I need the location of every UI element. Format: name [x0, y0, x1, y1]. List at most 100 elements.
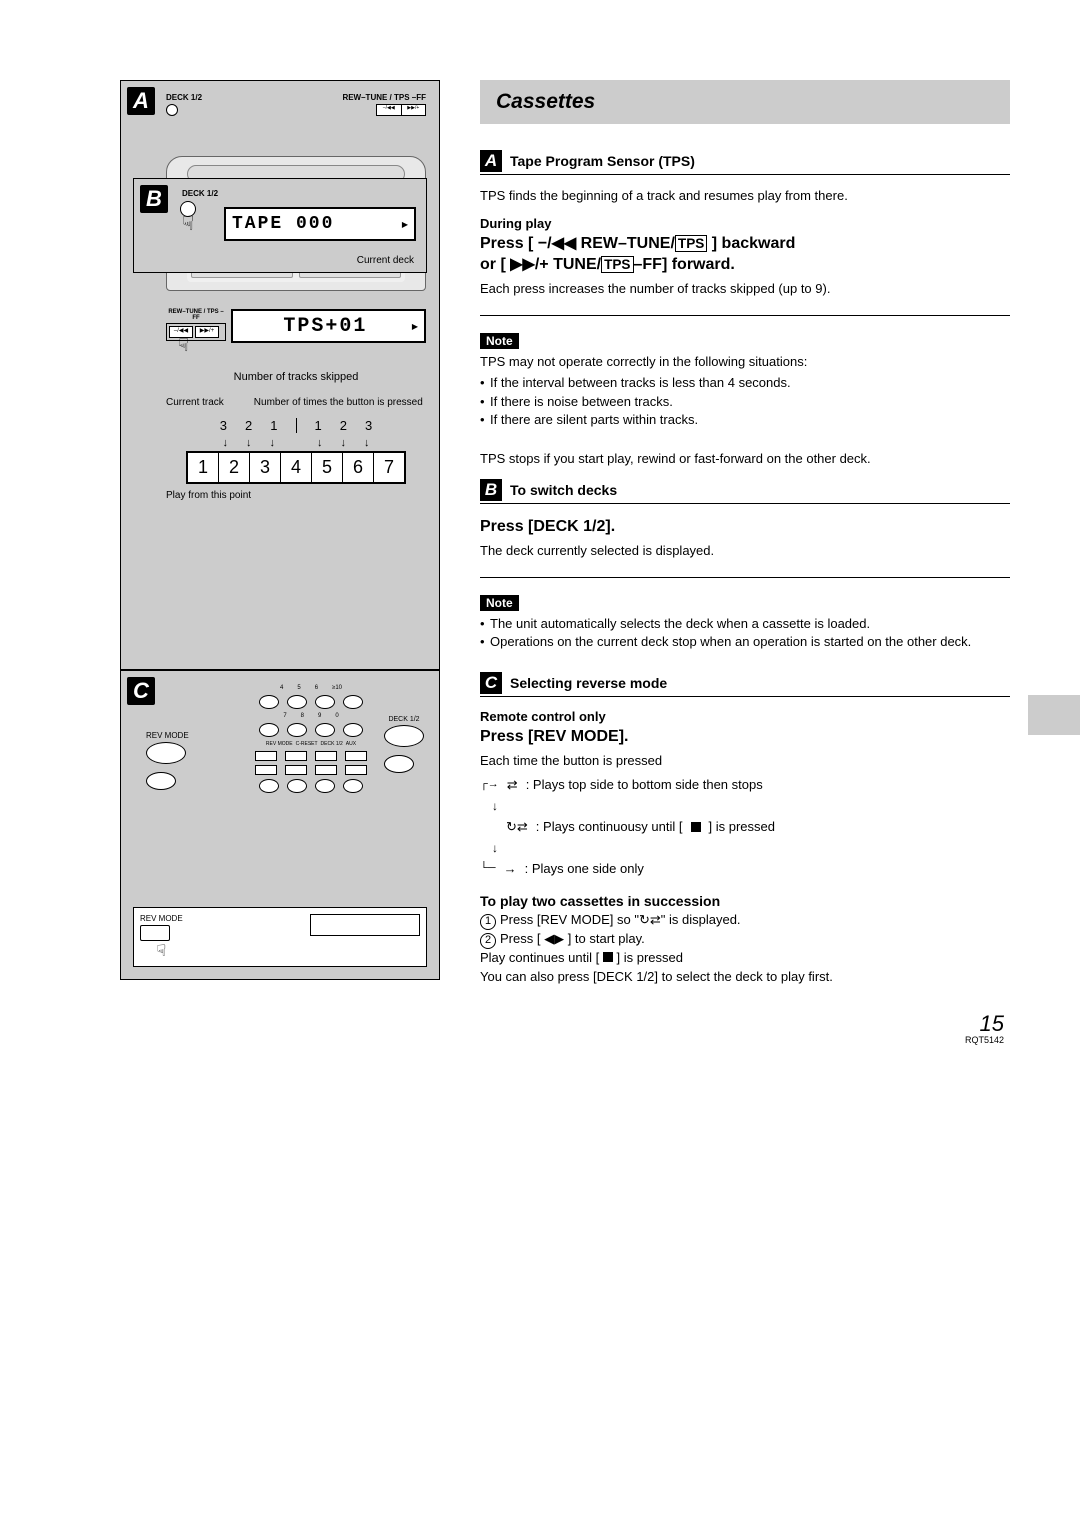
c-lower-panel: REV MODE ☟ [133, 907, 427, 967]
diagrams-column: A DECK 1/2 REW–TUNE / TPS –FF –/◀◀ ▶▶/+ [120, 80, 440, 997]
section-b-header: B To switch decks [480, 479, 1010, 504]
two-cassettes-title: To play two cassettes in succession [480, 893, 1010, 909]
small-btn-right: ▶▶/+ [402, 105, 426, 115]
mode-flow: ┌→ ⇄ : Plays top side to bottom side the… [480, 775, 1010, 880]
during-play: During play [480, 216, 1010, 231]
button-presses-caption: Number of times the button is pressed [254, 397, 423, 408]
each-time: Each time the button is pressed [480, 752, 1010, 771]
num-label: 5 [297, 685, 300, 691]
num-label: 9 [318, 713, 321, 719]
num-label: ≥10 [332, 685, 342, 691]
tnum: 3 [220, 418, 227, 433]
note-label: Note [480, 595, 519, 611]
note-tail: TPS stops if you start play, rewind or f… [480, 450, 1010, 469]
note-item: If there is noise between tracks. [480, 393, 1010, 412]
section-title: Tape Program Sensor (TPS) [510, 153, 695, 169]
section-icon: C [480, 672, 502, 694]
deck-label-b: DECK 1/2 [182, 189, 218, 198]
panel-b: B DECK 1/2 ☟ TAPE 000 ▶ Current deck [133, 178, 427, 273]
num-label: 6 [315, 685, 318, 691]
track-box: 1 [188, 453, 219, 482]
current-deck-caption: Current deck [357, 255, 414, 266]
stop-icon [603, 952, 613, 962]
track-box: 2 [219, 453, 250, 482]
page-number: 15 [980, 1011, 1004, 1037]
press-line-b: Press [DECK 1/2]. [480, 516, 1010, 538]
press-finger-icon: ☟ [178, 335, 189, 356]
note-intro: TPS may not operate correctly in the fol… [480, 353, 1010, 372]
tnum: 3 [365, 418, 372, 433]
track-box: 6 [343, 453, 374, 482]
section-icon: B [480, 479, 502, 501]
current-track-caption: Current track [166, 397, 224, 408]
edge-tab [1028, 695, 1080, 735]
mode-icon-one-side: → [504, 859, 517, 880]
tnum: 2 [245, 418, 252, 433]
section-a-intro: TPS finds the beginning of a track and r… [480, 187, 1010, 206]
section-c-header: C Selecting reverse mode [480, 672, 1010, 697]
press-finger-icon: ☟ [182, 211, 194, 236]
press-line-c: Press [REV MODE]. [480, 726, 1010, 748]
text-column: Cassettes A Tape Program Sensor (TPS) TP… [480, 80, 1010, 997]
note-item: The unit automatically selects the deck … [480, 615, 1010, 634]
panel-letter-b: B [140, 185, 168, 213]
ff-btn: ▶▶/+ [195, 326, 219, 338]
lcd-display-c [310, 914, 420, 936]
deck-circle-icon [166, 104, 178, 116]
note-label: Note [480, 333, 519, 349]
panel-letter-c: C [127, 677, 155, 705]
rev-mode-btn-icon [140, 925, 170, 941]
lcd-text-b: TAPE 000 [232, 214, 334, 234]
track-box: 4 [281, 453, 312, 482]
btn-label: AUX [346, 741, 356, 747]
press-instructions-a: Press [ −/◀◀ REW–TUNE/TPS ] backward or … [480, 233, 1010, 276]
lcd-display-a: TPS+01 ▶ [231, 309, 426, 343]
section-a-header: A Tape Program Sensor (TPS) [480, 150, 1010, 175]
tune-label: REW–TUNE / TPS –FF [342, 93, 426, 102]
mode-icon-both-stop: ⇄ [507, 775, 518, 796]
track-boxes: 1 2 3 4 5 6 7 [186, 451, 406, 484]
mode-icon-continuous: ↻⇄ [639, 911, 661, 930]
btn-label: REV MODE [266, 741, 293, 747]
rev-mode-btn-icon [146, 742, 186, 764]
deck-label: DECK 1/2 [166, 93, 202, 102]
desc-b: The deck currently selected is displayed… [480, 542, 1010, 561]
small-btn-left: –/◀◀ [377, 105, 402, 115]
two-cassettes-steps: 1Press [REV MODE] so "↻⇄" is displayed. … [480, 911, 1010, 987]
tracks-skipped-caption: Number of tracks skipped [166, 371, 426, 383]
play-from-caption: Play from this point [166, 490, 426, 501]
num-label: 7 [283, 713, 286, 719]
rev-mode-label: REV MODE [140, 914, 183, 923]
step-num: 1 [480, 914, 496, 930]
track-box: 3 [250, 453, 281, 482]
press-finger-icon: ☟ [156, 943, 166, 960]
btn-label: C-RESET [296, 741, 318, 747]
tnum: 2 [340, 418, 347, 433]
panel-letter-a: A [127, 87, 155, 115]
panel-a: A DECK 1/2 REW–TUNE / TPS –FF –/◀◀ ▶▶/+ [120, 80, 440, 670]
section-icon: A [480, 150, 502, 172]
num-label: 4 [280, 685, 283, 691]
lcd-display-b: TAPE 000 ▶ [224, 207, 416, 241]
note-item: Operations on the current deck stop when… [480, 633, 1010, 652]
small-btns-label: REW–TUNE / TPS –FF [166, 309, 226, 321]
step-num: 2 [480, 933, 496, 949]
section-title: Selecting reverse mode [510, 675, 667, 691]
remote-control: 4 5 6 ≥10 7 8 9 0 REV MODE C-RESET DECK … [221, 685, 401, 830]
remote-only: Remote control only [480, 709, 1010, 724]
lcd-text: TPS+01 [283, 315, 367, 338]
panel-c: C REV MODE DECK 1/2 4 5 6 ≥10 [120, 670, 440, 980]
stop-icon [691, 822, 701, 832]
note-item: If there are silent parts within tracks. [480, 411, 1010, 430]
btn-label: DECK 1/2 [321, 741, 343, 747]
doc-code: RQT5142 [965, 1035, 1004, 1045]
each-press: Each press increases the number of track… [480, 280, 1010, 299]
track-box: 5 [312, 453, 343, 482]
num-label: 0 [335, 713, 338, 719]
mode-icon-continuous: ↻⇄ [506, 817, 528, 838]
num-label: 8 [301, 713, 304, 719]
page-title: Cassettes [480, 80, 1010, 124]
rev-mode-label: REV MODE [146, 731, 189, 740]
rev-mode-external: REV MODE [146, 731, 189, 790]
tnum: 1 [315, 418, 322, 433]
